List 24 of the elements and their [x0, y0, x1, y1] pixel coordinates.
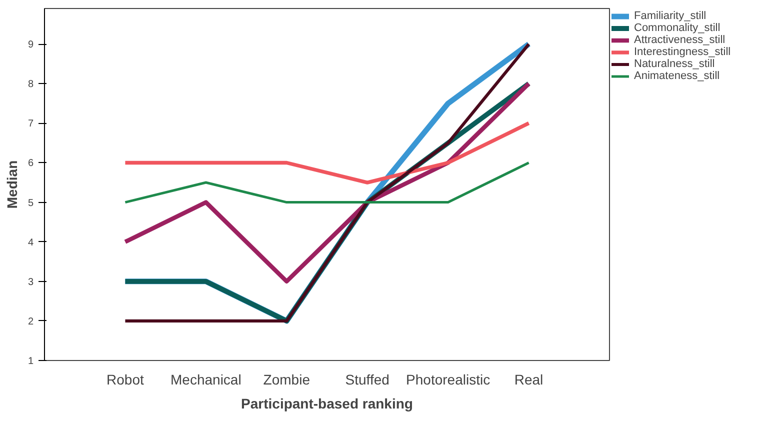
legend-label: Commonality_still — [634, 22, 720, 34]
y-tick-label: 2 — [28, 316, 34, 328]
y-tick-label: 7 — [28, 118, 34, 130]
y-tick-label: 8 — [28, 79, 34, 90]
legend-label: Animateness_still — [634, 70, 720, 82]
y-tick-label: 5 — [28, 198, 34, 209]
legend-label: Naturalness_still — [634, 58, 715, 70]
x-tick-label: Photorealistic — [406, 372, 490, 388]
x-tick-label: Robot — [106, 372, 144, 388]
y-tick-label: 6 — [28, 158, 34, 170]
x-tick-label: Zombie — [263, 372, 310, 388]
y-tick-label: 3 — [28, 276, 34, 288]
y-tick-label: 4 — [28, 237, 34, 248]
legend-label: Attractiveness_still — [634, 34, 726, 46]
y-axis-title: Median — [4, 160, 20, 209]
x-tick-label: Mechanical — [170, 372, 242, 388]
x-tick-label: Real — [514, 372, 544, 388]
legend-label: Familiarity_still — [634, 10, 706, 22]
y-tick-label: 9 — [28, 40, 34, 51]
y-tick-label: 1 — [28, 356, 34, 367]
x-axis-title: Participant-based ranking — [241, 396, 413, 412]
legend-label: Interestingness_still — [634, 46, 731, 58]
x-tick-label: Stuffed — [345, 372, 390, 388]
line-series — [123, 81, 531, 284]
